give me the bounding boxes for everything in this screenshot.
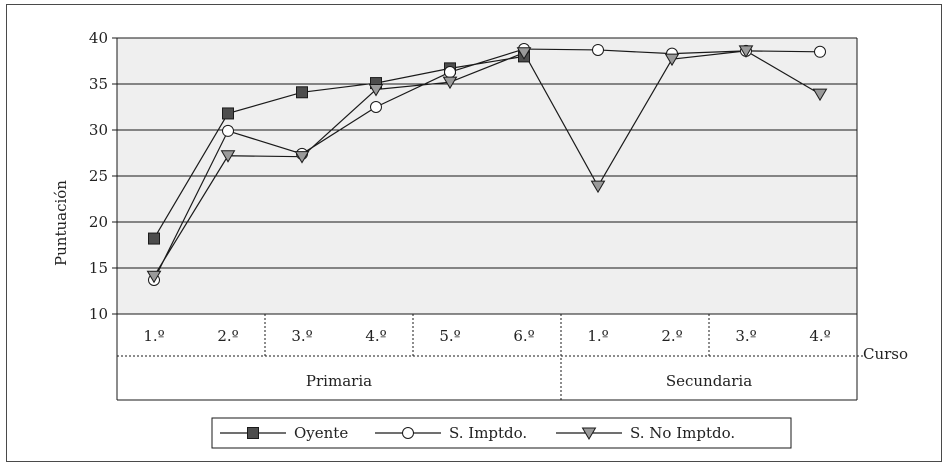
x-tick-label: 3.º <box>291 327 312 345</box>
x-tick-label: 4.º <box>365 327 386 345</box>
y-tick-label: 40 <box>89 29 108 47</box>
x-tick-label: 1.º <box>587 327 608 345</box>
legend-label: Oyente <box>294 424 348 442</box>
data-point <box>297 87 308 98</box>
x-axis-label: Curso <box>863 345 908 363</box>
data-point <box>149 233 160 244</box>
legend-label: S. Imptdo. <box>449 424 527 442</box>
y-axis-label: Puntuación <box>52 180 70 266</box>
group-label: Primaria <box>306 372 372 390</box>
legend-marker <box>403 428 414 439</box>
y-tick-label: 15 <box>89 259 108 277</box>
x-tick-label: 5.º <box>439 327 460 345</box>
legend-marker <box>248 428 259 439</box>
data-point <box>445 67 456 78</box>
data-point <box>371 102 382 113</box>
x-tick-label: 3.º <box>735 327 756 345</box>
y-tick-label: 25 <box>89 167 108 185</box>
legend-label: S. No Imptdo. <box>630 424 735 442</box>
data-point <box>223 125 234 136</box>
x-tick-label: 2.º <box>217 327 238 345</box>
y-tick-label: 30 <box>89 121 108 139</box>
x-tick-label: 4.º <box>809 327 830 345</box>
y-tick-label: 35 <box>89 75 108 93</box>
y-tick-label: 20 <box>89 213 108 231</box>
x-tick-label: 1.º <box>143 327 164 345</box>
data-point <box>593 44 604 55</box>
group-label: Secundaria <box>666 372 752 390</box>
x-tick-label: 6.º <box>513 327 534 345</box>
data-point <box>815 46 826 57</box>
data-point <box>223 108 234 119</box>
x-tick-label: 2.º <box>661 327 682 345</box>
y-tick-label: 10 <box>89 305 108 323</box>
